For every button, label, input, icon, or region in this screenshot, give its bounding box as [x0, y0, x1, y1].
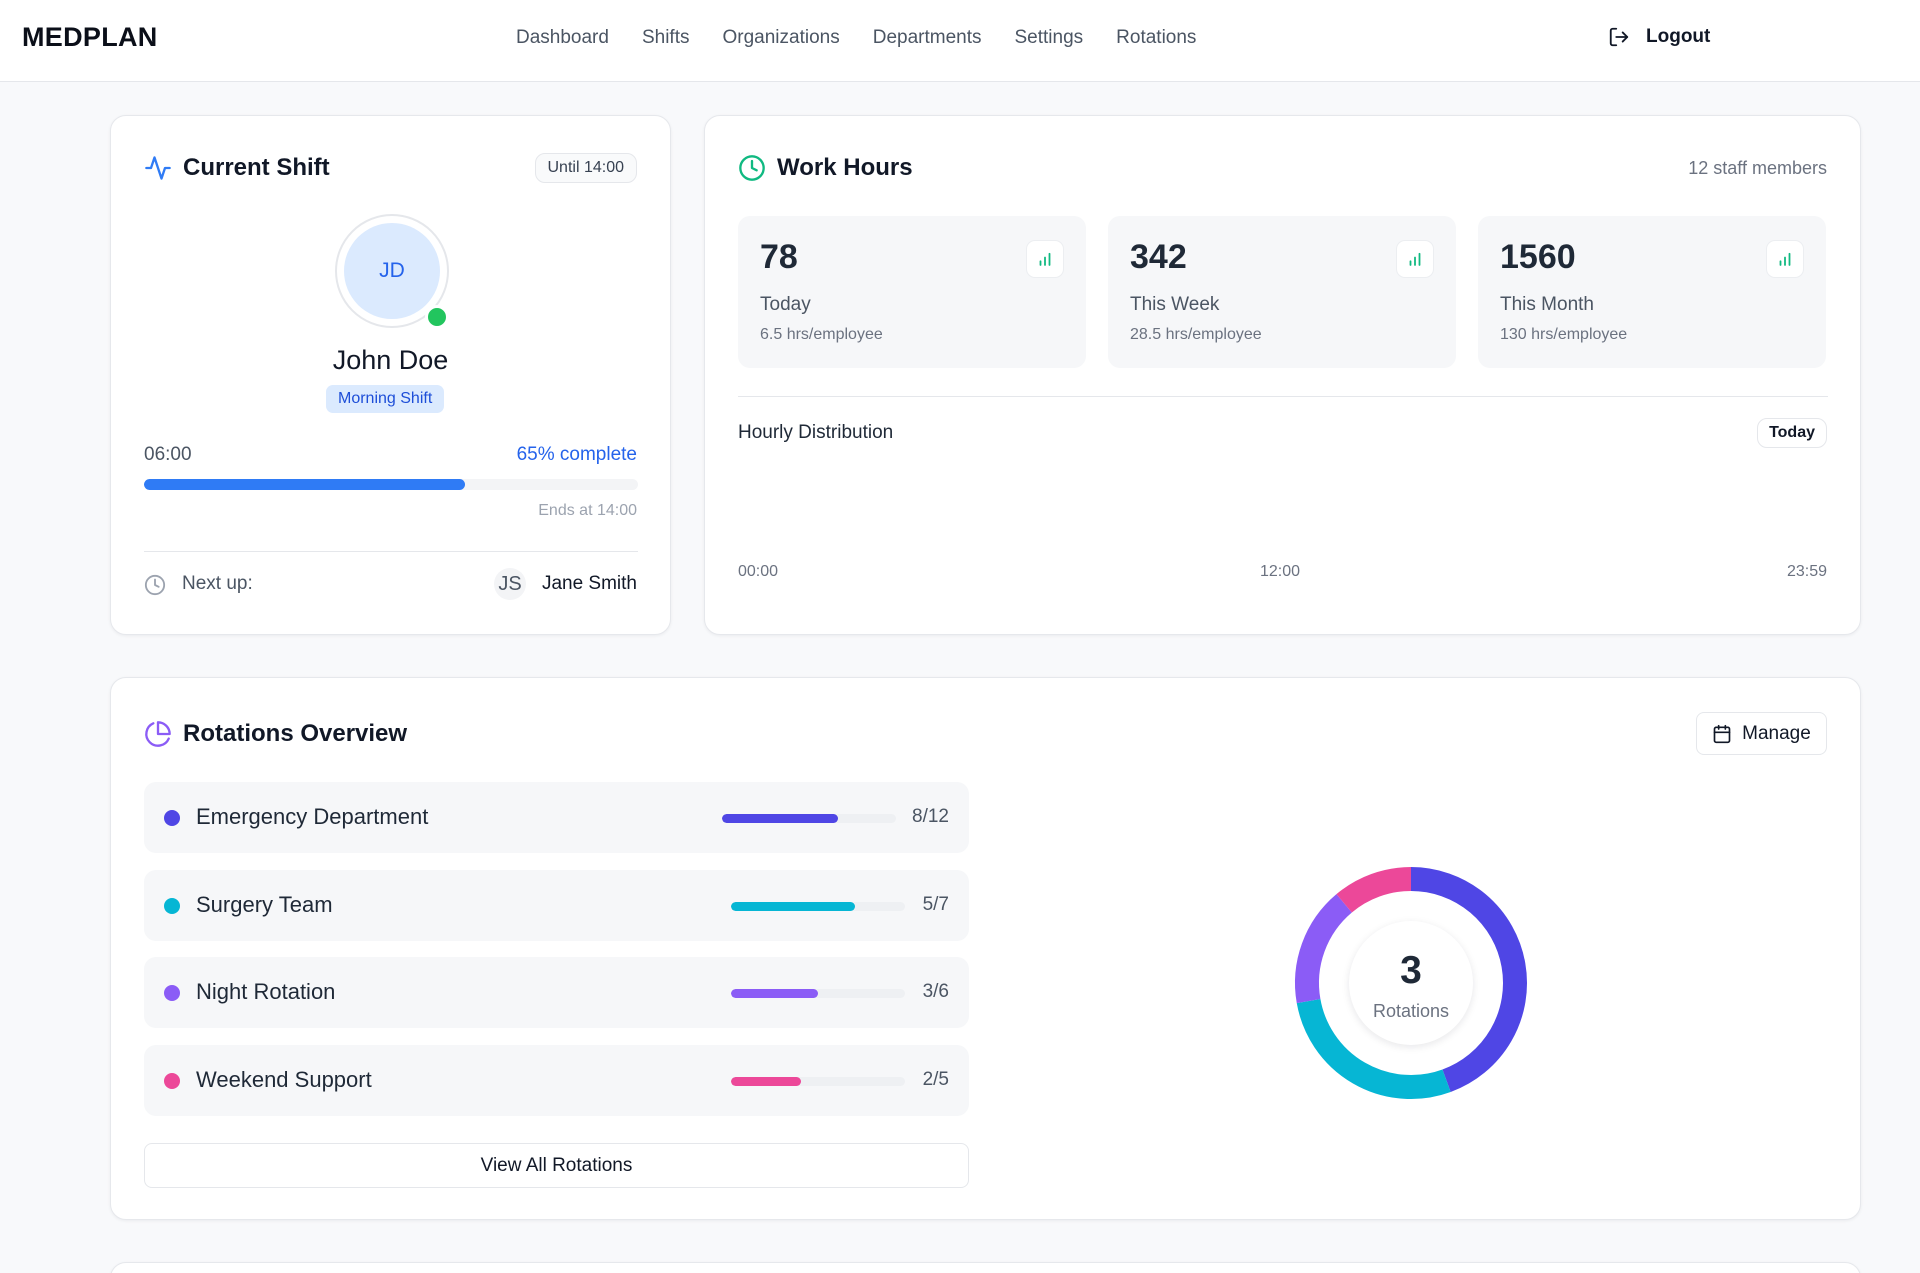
next-up-label: Next up: [182, 573, 253, 594]
work-hours-title: Work Hours [777, 154, 913, 181]
next-card-partial [110, 1262, 1861, 1273]
staff-count: 12 staff members [1688, 158, 1827, 178]
donut-center: 3 Rotations [1349, 921, 1473, 1045]
main-nav: Dashboard Shifts Organizations Departmen… [516, 27, 1229, 49]
clock-icon [739, 155, 765, 181]
rotation-dot [164, 898, 180, 914]
current-shift-title: Current Shift [183, 154, 330, 181]
hourly-distribution-title: Hourly Distribution [738, 422, 894, 443]
stat-sub: 130 hrs/employee [1500, 326, 1628, 343]
avatar: JD [344, 223, 440, 319]
nav-dashboard[interactable]: Dashboard [516, 27, 609, 48]
rotation-progress-fill [731, 989, 818, 998]
bar-chart-icon [1026, 240, 1064, 278]
rotation-name: Weekend Support [196, 1067, 372, 1092]
rotation-progress [731, 1077, 905, 1086]
bar-chart-icon [1766, 240, 1804, 278]
rotation-name: Night Rotation [196, 979, 336, 1004]
shift-progress-bar [144, 479, 638, 490]
rotation-name: Surgery Team [196, 892, 333, 917]
stat-label: Today [760, 294, 811, 315]
online-status-dot [425, 305, 449, 329]
stat-sub: 6.5 hrs/employee [760, 326, 883, 343]
view-all-rotations-button[interactable]: View All Rotations [144, 1143, 969, 1188]
rotation-row-surgery[interactable]: Surgery Team 5/7 [144, 870, 969, 941]
rotation-name: Emergency Department [196, 804, 429, 829]
rotations-overview-card: Rotations Overview Manage Emergency Depa… [110, 677, 1861, 1220]
shift-ends-label: Ends at 14:00 [538, 502, 637, 519]
rotations-donut-chart [1295, 867, 1527, 1099]
manage-button[interactable]: Manage [1696, 712, 1827, 755]
stat-card-today: 78 Today 6.5 hrs/employee [738, 216, 1086, 368]
rotation-dot [164, 985, 180, 1001]
stat-card-month: 1560 This Month 130 hrs/employee [1478, 216, 1826, 368]
rotation-count: 2/5 [922, 1069, 949, 1090]
range-today-button[interactable]: Today [1757, 418, 1827, 448]
shift-start-time: 06:00 [144, 444, 192, 465]
rotation-row-emergency[interactable]: Emergency Department 8/12 [144, 782, 969, 853]
shift-progress-fill [144, 479, 466, 490]
donut-label: Rotations [1372, 1001, 1450, 1021]
shift-type-badge: Morning Shift [326, 385, 445, 413]
donut-segment [1410, 867, 1527, 1092]
rotation-dot [164, 1073, 180, 1089]
nav-rotations[interactable]: Rotations [1116, 27, 1197, 48]
until-badge: Until 14:00 [534, 153, 637, 183]
rotation-progress-fill [731, 902, 856, 911]
brand-logo[interactable]: MEDPLAN [22, 22, 158, 52]
stat-value: 1560 [1500, 238, 1576, 276]
pie-chart-icon [145, 721, 171, 747]
stat-value: 342 [1130, 238, 1187, 276]
donut-segment [1296, 998, 1451, 1099]
donut-segment [1336, 867, 1412, 913]
stat-label: This Week [1130, 294, 1220, 315]
rotation-row-night[interactable]: Night Rotation 3/6 [144, 957, 969, 1028]
divider [144, 551, 638, 552]
work-hours-card: Work Hours 12 staff members 78 Today 6.5… [704, 115, 1861, 635]
progress-label: 65% complete [516, 444, 637, 465]
rotation-progress [722, 814, 896, 823]
rotation-dot [164, 810, 180, 826]
activity-icon [145, 156, 171, 180]
rotation-row-weekend[interactable]: Weekend Support 2/5 [144, 1045, 969, 1116]
calendar-icon [1713, 724, 1731, 743]
manage-label: Manage [1742, 722, 1811, 744]
rotation-count: 3/6 [922, 981, 949, 1002]
next-avatar: JS [494, 568, 526, 600]
rotation-progress-fill [731, 1077, 801, 1086]
nav-departments[interactable]: Departments [872, 27, 982, 48]
stat-value: 78 [760, 238, 798, 276]
stat-card-week: 342 This Week 28.5 hrs/employee [1108, 216, 1456, 368]
rotation-count: 8/12 [912, 806, 949, 827]
logout-button[interactable]: Logout [1608, 26, 1710, 48]
axis-label-mid: 12:00 [1260, 563, 1301, 580]
top-navbar: MEDPLAN Dashboard Shifts Organizations D… [0, 0, 1920, 82]
rotation-progress-fill [722, 814, 838, 823]
current-person-name: John Doe [332, 345, 449, 375]
divider [738, 396, 1828, 397]
rotation-progress [731, 902, 905, 911]
logout-icon [1609, 27, 1629, 47]
logout-label: Logout [1646, 26, 1711, 47]
rotation-progress [731, 989, 905, 998]
nav-organizations[interactable]: Organizations [722, 27, 840, 48]
rotations-title: Rotations Overview [183, 720, 408, 747]
stat-label: This Month [1500, 294, 1594, 315]
axis-label-end: 23:59 [1786, 563, 1827, 580]
nav-shifts[interactable]: Shifts [641, 27, 690, 48]
clock-icon [144, 574, 166, 596]
stat-sub: 28.5 hrs/employee [1130, 326, 1262, 343]
current-shift-card: Current Shift Until 14:00 JD John Doe Mo… [110, 115, 671, 635]
axis-label-start: 00:00 [738, 563, 779, 580]
next-person-name[interactable]: Jane Smith [541, 573, 637, 594]
donut-segment [1295, 894, 1353, 1004]
nav-settings[interactable]: Settings [1014, 27, 1084, 48]
donut-total: 3 [1400, 949, 1422, 992]
rotation-count: 5/7 [922, 894, 949, 915]
bar-chart-icon [1396, 240, 1434, 278]
